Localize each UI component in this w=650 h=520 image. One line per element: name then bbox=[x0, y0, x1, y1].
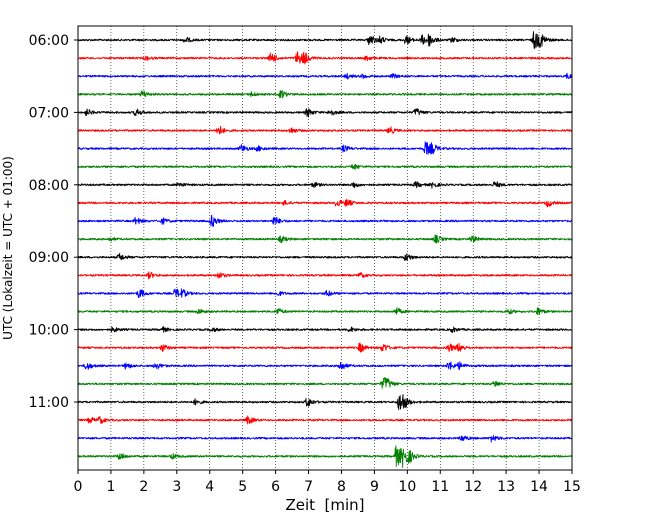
y-tick-label: 07:00 bbox=[29, 105, 69, 121]
x-tick-label: 5 bbox=[238, 479, 247, 495]
trace-1030 bbox=[77, 361, 573, 371]
trace-1115 bbox=[77, 415, 573, 425]
trace-0730 bbox=[77, 141, 573, 155]
trace-1000 bbox=[77, 326, 573, 334]
trace-0715 bbox=[77, 125, 573, 135]
x-tick-label: 10 bbox=[398, 479, 416, 495]
x-axis-label: Zeit [min] bbox=[285, 496, 364, 514]
y-axis-ticks: 06:00 07:00 08:00 09:00 10:00 11:00 bbox=[29, 33, 78, 411]
trace-0945 bbox=[77, 307, 573, 316]
seismogram-traces bbox=[77, 31, 573, 468]
grid-lines bbox=[110, 26, 540, 470]
x-tick-label: 7 bbox=[304, 479, 313, 495]
y-tick-label: 11:00 bbox=[29, 395, 69, 411]
x-tick-label: 0 bbox=[74, 479, 83, 495]
trace-0915 bbox=[77, 271, 573, 280]
x-tick-label: 13 bbox=[497, 479, 515, 495]
y-tick-label: 06:00 bbox=[29, 33, 69, 49]
x-axis-ticks: 0 1 2 3 4 5 6 7 8 9 10 11 12 13 14 15 bbox=[74, 470, 581, 495]
plot-frame bbox=[77, 25, 573, 471]
x-tick-label: 14 bbox=[530, 479, 548, 495]
x-tick-label: 4 bbox=[205, 479, 214, 495]
trace-0645 bbox=[77, 89, 573, 99]
trace-0800 bbox=[77, 181, 573, 189]
trace-0630 bbox=[77, 72, 573, 80]
trace-1100 bbox=[77, 393, 573, 411]
y-tick-label: 08:00 bbox=[29, 178, 69, 194]
x-tick-label: 15 bbox=[563, 479, 581, 495]
x-tick-label: 11 bbox=[431, 479, 449, 495]
trace-1130 bbox=[77, 434, 573, 443]
trace-1015 bbox=[77, 342, 573, 353]
trace-1145 bbox=[77, 445, 573, 468]
x-tick-label: 12 bbox=[464, 479, 482, 495]
y-tick-label: 10:00 bbox=[29, 323, 69, 339]
trace-0815 bbox=[77, 199, 573, 208]
trace-0615 bbox=[77, 51, 573, 65]
trace-0830 bbox=[77, 214, 573, 227]
x-tick-label: 1 bbox=[106, 479, 115, 495]
trace-1045 bbox=[77, 377, 573, 389]
x-tick-label: 3 bbox=[172, 479, 181, 495]
plot-background bbox=[78, 26, 572, 470]
x-tick-label: 2 bbox=[139, 479, 148, 495]
trace-0700 bbox=[77, 108, 573, 118]
y-axis-label: UTC (Lokalzeit = UTC + 01:00) bbox=[1, 156, 15, 340]
trace-0600 bbox=[77, 31, 573, 50]
trace-0845 bbox=[77, 234, 573, 244]
y-tick-label: 09:00 bbox=[29, 250, 69, 266]
x-tick-label: 6 bbox=[271, 479, 280, 495]
trace-0930 bbox=[77, 288, 573, 298]
x-tick-label: 8 bbox=[337, 479, 346, 495]
x-tick-label: 9 bbox=[370, 479, 379, 495]
trace-0900 bbox=[77, 252, 573, 262]
trace-0745 bbox=[77, 163, 573, 170]
